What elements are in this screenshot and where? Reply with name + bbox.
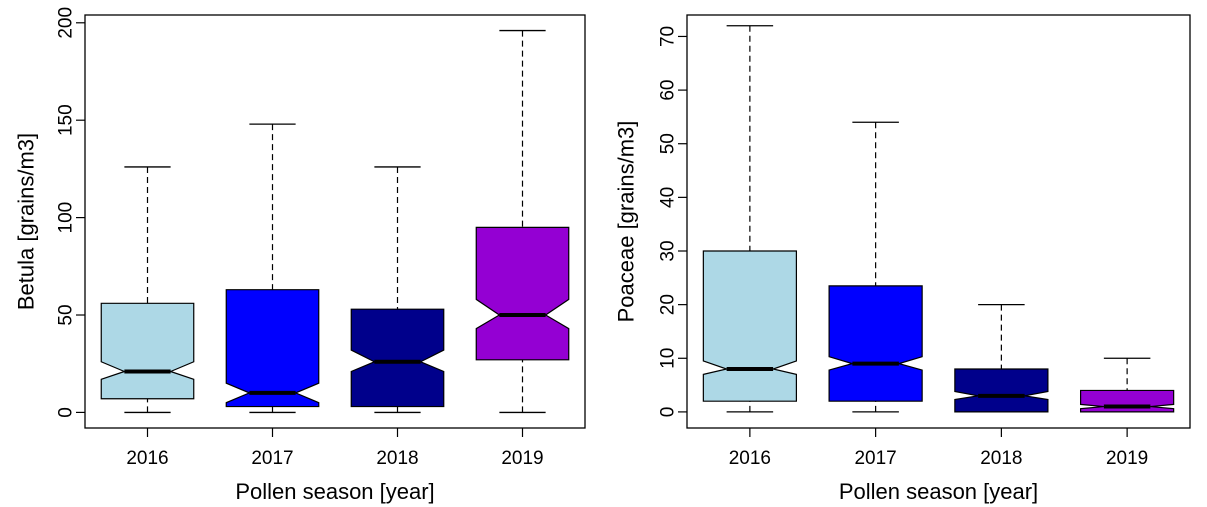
box-body — [702, 250, 798, 402]
y-axis-label: Poaceae [grains/m3] — [614, 121, 639, 323]
x-axis-label: Pollen season [year] — [235, 479, 434, 504]
plot-frame — [84, 14, 586, 429]
y-tick-label: 50 — [56, 304, 77, 325]
box-body — [350, 308, 445, 408]
box-2017 — [225, 123, 320, 414]
box-2016 — [100, 166, 195, 414]
y-tick-label: 0 — [658, 407, 679, 418]
y-tick-label: 20 — [658, 294, 679, 315]
box-2017 — [828, 121, 923, 413]
y-tick-label: 50 — [658, 133, 679, 154]
box-2018 — [954, 303, 1049, 413]
x-tick-label: 2018 — [376, 448, 418, 469]
box-body — [828, 285, 923, 402]
box-2019 — [475, 29, 570, 414]
box-body — [954, 368, 1049, 413]
box-2019 — [1079, 357, 1175, 413]
y-tick-label: 30 — [658, 240, 679, 261]
x-tick-label: 2017 — [251, 448, 293, 469]
y-tick-label: 40 — [658, 187, 679, 208]
x-tick-label: 2019 — [501, 448, 543, 469]
box-body — [475, 226, 570, 361]
y-axis-label: Betula [grains/m3] — [14, 133, 39, 310]
box-body — [100, 302, 195, 400]
y-tick-label: 0 — [56, 407, 77, 418]
plot-frame — [686, 14, 1191, 429]
x-tick-label: 2018 — [980, 448, 1022, 469]
box-body — [225, 289, 320, 408]
y-tick-label: 60 — [658, 80, 679, 101]
x-tick-label: 2016 — [729, 448, 771, 469]
y-tick-label: 70 — [658, 26, 679, 47]
box-2016 — [702, 25, 798, 413]
betula-boxplot-chart: 0 50 100 150 200 2016 2017 2018 2019 Pollen seaso… — [14, 7, 586, 504]
y-tick-label: 100 — [56, 202, 77, 234]
x-tick-label: 2017 — [854, 448, 896, 469]
y-tick-label: 10 — [658, 348, 679, 369]
x-tick-label: 2016 — [126, 448, 168, 469]
box-2018 — [350, 166, 445, 414]
y-tick-label: 150 — [56, 104, 77, 136]
box-body — [1079, 389, 1175, 413]
y-tick-label: 200 — [56, 7, 77, 39]
x-tick-label: 2019 — [1106, 448, 1148, 469]
poaceae-boxplot-chart: 0 10 20 30 40 50 60 70 2016 2017 2018 2019 Pollen se… — [614, 14, 1191, 504]
x-axis-label: Pollen season [year] — [839, 479, 1038, 504]
